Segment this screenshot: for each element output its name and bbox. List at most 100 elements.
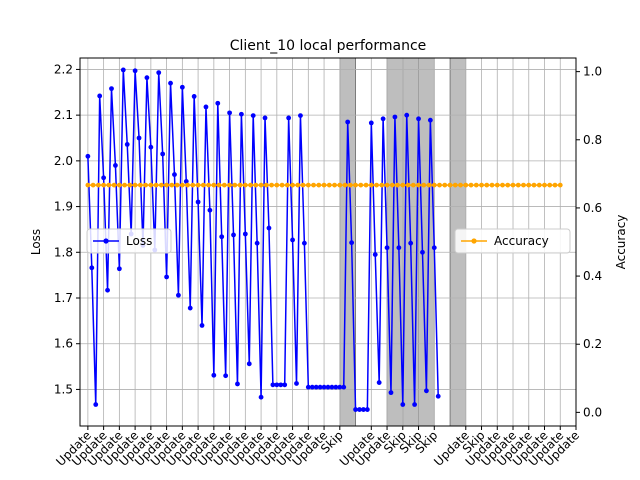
legend-accuracy-label: Accuracy: [494, 234, 549, 248]
accuracy-point: [143, 182, 149, 188]
loss-point: [427, 117, 433, 123]
loss-point: [183, 179, 189, 184]
accuracy-point: [431, 182, 437, 188]
loss-point: [341, 384, 347, 390]
loss-point: [109, 86, 114, 92]
accuracy-point: [400, 182, 406, 188]
loss-point: [101, 175, 107, 181]
accuracy-point: [237, 182, 243, 188]
accuracy-point: [106, 182, 112, 188]
accuracy-point: [248, 182, 253, 188]
accuracy-point: [305, 182, 311, 188]
accuracy-point: [484, 182, 490, 188]
loss-point: [254, 240, 260, 246]
loss-point: [89, 265, 95, 271]
loss-point: [144, 75, 150, 81]
loss-series-line: [87, 69, 439, 411]
accuracy-point: [557, 182, 563, 188]
accuracy-point: [521, 182, 526, 188]
loss-point: [357, 407, 362, 412]
loss-point: [392, 114, 398, 120]
loss-point: [231, 232, 236, 238]
loss-point: [333, 384, 339, 390]
accuracy-point: [410, 182, 416, 188]
loss-point: [176, 292, 181, 298]
accuracy-point: [211, 182, 217, 188]
loss-point: [172, 172, 177, 177]
loss-point: [203, 104, 209, 110]
accuracy-point: [274, 182, 280, 188]
loss-point: [412, 402, 418, 407]
loss-point: [246, 361, 252, 367]
accuracy-point: [127, 182, 133, 188]
accuracy-point: [494, 182, 500, 188]
accuracy-point: [258, 182, 264, 188]
y-left-tick-label: 2.1: [54, 108, 73, 122]
accuracy-point: [384, 182, 390, 188]
loss-point: [270, 382, 276, 388]
loss-point: [93, 402, 99, 407]
accuracy-point: [342, 182, 348, 188]
loss-point: [278, 382, 284, 388]
accuracy-point: [221, 182, 227, 188]
y-left-tick-label: 1.5: [54, 382, 73, 396]
accuracy-point: [416, 182, 421, 188]
loss-point: [337, 384, 343, 390]
y-left-tick-label: 1.9: [54, 200, 73, 214]
loss-point: [191, 94, 197, 99]
loss-point: [187, 305, 193, 311]
loss-point: [290, 237, 295, 243]
accuracy-point: [437, 182, 442, 188]
accuracy-point: [505, 182, 511, 188]
accuracy-point: [101, 182, 107, 188]
loss-point: [124, 142, 130, 147]
loss-point: [266, 225, 272, 231]
accuracy-point: [279, 182, 285, 188]
loss-point: [223, 373, 229, 379]
accuracy-point: [374, 182, 379, 188]
loss-point: [325, 384, 331, 390]
loss-point: [298, 113, 303, 118]
loss-point: [207, 207, 213, 213]
accuracy-point: [489, 182, 495, 188]
loss-point: [368, 120, 374, 126]
loss-point: [258, 394, 264, 400]
accuracy-point: [132, 182, 138, 188]
loss-point: [85, 153, 91, 159]
accuracy-point: [195, 182, 201, 188]
accuracy-point: [242, 182, 248, 188]
accuracy-point: [473, 182, 479, 188]
loss-point: [317, 384, 323, 390]
legend-loss-swatch-marker: [103, 238, 109, 244]
loss-point: [435, 393, 441, 399]
accuracy-point: [316, 182, 322, 188]
accuracy-point: [300, 182, 306, 188]
loss-point: [97, 93, 103, 99]
y-right-tick-label: 0.0: [583, 405, 602, 419]
loss-point: [199, 323, 205, 328]
accuracy-point: [321, 182, 327, 188]
loss-point: [345, 119, 351, 125]
y-left-tick-label: 1.7: [54, 291, 73, 305]
accuracy-point: [337, 182, 343, 188]
accuracy-point: [463, 182, 469, 188]
loss-point: [431, 245, 437, 251]
accuracy-point: [526, 182, 532, 188]
accuracy-point: [468, 182, 474, 188]
loss-point: [219, 234, 225, 240]
axes: 1.5 1.6 1.7 1.8 1.9 2.0 2.1 2.2 0.0 0.2 0.4 0.6 0.8 1…: [53, 62, 602, 468]
accuracy-point: [510, 182, 516, 188]
loss-point: [160, 151, 166, 157]
loss-point: [353, 407, 358, 412]
loss-point: [132, 68, 138, 74]
loss-point: [384, 245, 390, 251]
accuracy-point: [164, 182, 170, 188]
accuracy-point: [269, 182, 274, 188]
accuracy-point: [447, 182, 453, 188]
accuracy-point: [290, 182, 295, 188]
loss-point: [286, 115, 292, 121]
accuracy-point: [500, 182, 505, 188]
accuracy-point: [85, 182, 91, 188]
plot-frame: [79, 57, 577, 427]
y-right-tick-label: 1.0: [583, 65, 602, 79]
